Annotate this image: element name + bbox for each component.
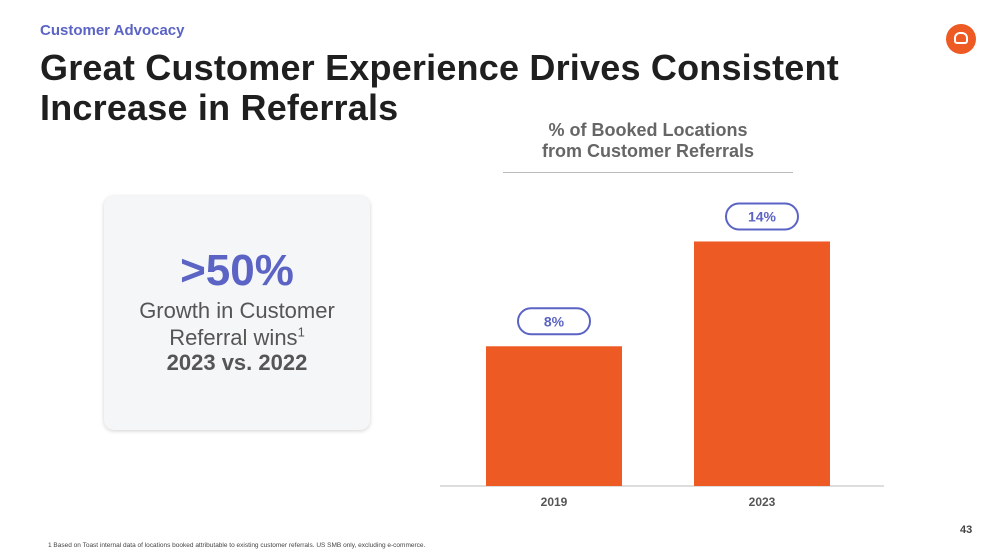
x-tick-label-2023: 2023 bbox=[749, 495, 776, 509]
stat-value: >50% bbox=[180, 246, 294, 295]
data-label-2019: 8% bbox=[544, 313, 565, 329]
stat-description-line2: Referral wins1 bbox=[104, 325, 370, 350]
section-eyebrow: Customer Advocacy bbox=[40, 22, 185, 39]
x-tick-label-2019: 2019 bbox=[541, 495, 568, 509]
data-label-2023: 14% bbox=[748, 208, 777, 224]
page-title: Great Customer Experience Drives Consist… bbox=[40, 47, 839, 128]
stat-period: 2023 vs. 2022 bbox=[166, 350, 308, 375]
footnote-marker: 1 bbox=[297, 324, 305, 340]
toast-logo-icon bbox=[946, 24, 976, 54]
bar-2019 bbox=[486, 346, 622, 486]
footnote: 1 Based on Toast internal data of locati… bbox=[48, 542, 426, 549]
stat-description-line1: Growth in Customer bbox=[139, 298, 335, 323]
stat-description-line2-text: Referral wins bbox=[169, 325, 298, 350]
bar-chart: 8% 2019 14% 2023 bbox=[440, 202, 884, 509]
data-label-pill-2019 bbox=[517, 307, 591, 336]
chart-title-line1: % of Booked Locations bbox=[548, 120, 748, 140]
data-label-pill-2023 bbox=[725, 202, 799, 231]
chart-title-divider bbox=[503, 172, 793, 173]
stat-card: >50% Growth in Customer Referral wins1 2… bbox=[104, 196, 370, 430]
chart-title-line2: from Customer Referrals bbox=[541, 141, 755, 161]
page-number: 43 bbox=[960, 524, 973, 536]
bar-2023 bbox=[694, 241, 830, 486]
chart-title: % of Booked Locations from Customer Refe… bbox=[503, 120, 793, 162]
